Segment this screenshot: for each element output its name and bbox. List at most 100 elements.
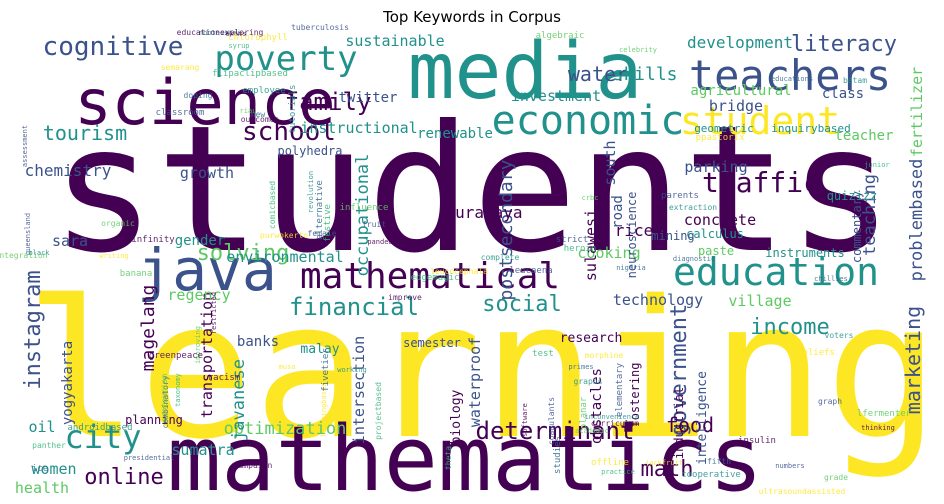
word-quizizz: quizizz: [827, 189, 878, 203]
word-beliefs: beliefs: [797, 348, 835, 358]
word-yogyakarta: yogyakarta: [60, 341, 76, 425]
word-optimization: optimization: [224, 419, 347, 439]
word-technology: technology: [613, 291, 703, 309]
word-sara: sara: [52, 232, 88, 250]
word-student: student: [680, 99, 840, 143]
word-mathematics: mathematics: [167, 407, 763, 504]
word-problembased: problembased: [907, 159, 927, 282]
word-learningbased: learningbased: [320, 383, 328, 438]
word-infinity: infinity: [131, 235, 175, 245]
word-lfermenter: lfermenter: [857, 409, 912, 419]
word-ecotourism: ecotourism: [160, 374, 169, 422]
word-voters: voters: [825, 331, 854, 340]
word-instruments: instruments: [765, 246, 844, 260]
word-working: working: [337, 366, 367, 374]
word-influence: influence: [340, 203, 389, 213]
word-school: school: [242, 117, 336, 147]
word-elementary: elementary: [615, 362, 625, 417]
word-agricultural: agricultural: [690, 83, 791, 99]
word-tuberculosis: tuberculosis: [291, 23, 349, 32]
word-government: government: [667, 304, 692, 436]
word-research: research: [560, 331, 623, 346]
word-gender: gender: [175, 233, 226, 249]
word-surabaya: surabaya: [445, 203, 522, 222]
word-math: math: [641, 457, 694, 482]
word-chillies: chillies: [814, 275, 848, 283]
word-taxonomy: taxonomy: [174, 373, 182, 407]
word-primes: primes: [568, 363, 593, 371]
word-occupational: occupational: [353, 154, 373, 277]
word-montessori: montessori: [199, 29, 241, 37]
word-poverty: poverty: [214, 39, 357, 79]
word-new: new: [251, 110, 266, 119]
word-fostering: fostering: [628, 362, 642, 427]
word-extraction: extraction: [669, 203, 717, 212]
word-nigeria: nigeria: [616, 264, 646, 272]
word-skills: skills: [612, 64, 677, 85]
word-semester: semester: [403, 336, 461, 350]
word-twitter: twitter: [338, 90, 397, 106]
word-parents: parents: [661, 191, 699, 201]
word-village: village: [728, 292, 791, 310]
word-leucocephala: leucocephala: [430, 267, 488, 276]
word-investment: investment: [511, 87, 601, 105]
word-jackfruit: jackfruit: [645, 459, 683, 467]
word-integration: integration: [0, 251, 48, 260]
word-fruit: fruit: [362, 220, 386, 229]
word-sustainable: sustainable: [345, 32, 444, 50]
word-family: family: [285, 88, 372, 116]
word-magelang: magelang: [138, 285, 159, 372]
word-riau: riau: [240, 107, 257, 115]
word-cognitive: cognitive: [43, 32, 184, 62]
word-oil: oil: [28, 418, 55, 436]
word-restricted: restricted: [210, 292, 218, 334]
word-teaching: teaching: [860, 174, 880, 256]
word-sumatra: sumatra: [171, 441, 234, 459]
word-musa: musa: [279, 363, 296, 371]
chart-title: Top Keywords in Corpus: [383, 8, 561, 26]
word-development: development: [687, 33, 793, 52]
word-complete: complete: [481, 253, 520, 262]
word-diagnostic: diagnostic: [673, 255, 715, 263]
word-calculus: calculus: [686, 227, 744, 241]
word-tourism: tourism: [43, 121, 127, 145]
word-employee: employee: [242, 86, 285, 96]
word-studies: studies: [553, 436, 563, 474]
word-ultrasoundassisted: ultrasoundassisted: [759, 487, 846, 496]
word-organic: organic: [101, 219, 135, 228]
word-parking: parking: [684, 158, 747, 176]
word-panther: panther: [32, 441, 66, 450]
word-campaign: campaign: [234, 461, 273, 470]
word-planar: planar: [579, 396, 589, 429]
word-women: women: [31, 460, 76, 478]
word-financial: financial: [289, 293, 419, 321]
word-presidential: presidential: [124, 454, 175, 462]
word-greenpeace: greenpeace: [149, 351, 203, 361]
word-numbers: numbers: [775, 462, 805, 470]
word-food: food: [666, 413, 714, 437]
word-leucaena: leucaena: [509, 266, 552, 276]
word-junior: junior: [864, 161, 889, 169]
word-banks: banks: [237, 334, 279, 350]
word-industrial: industrial: [672, 387, 686, 459]
word-batam: batam: [843, 76, 867, 85]
word-coagulants: coagulants: [547, 397, 556, 445]
word-javanese: javanese: [229, 359, 249, 441]
word-media: media: [408, 27, 643, 117]
word-sulawesi: sulawesi: [582, 209, 600, 281]
word-science: science: [74, 66, 335, 139]
word-inquirybased: inquirybased: [771, 122, 850, 135]
word-bridge: bridge: [709, 97, 763, 115]
word-health: health: [15, 479, 69, 497]
word-exams: exams: [225, 30, 246, 38]
word-celebrity: celebrity: [619, 46, 657, 54]
word-mining: mining: [651, 229, 694, 243]
word-waterproof: waterproof: [466, 337, 484, 427]
word-writing: writing: [99, 252, 129, 260]
word-instructional: instructional: [300, 119, 417, 137]
word-syrup: syrup: [228, 42, 249, 50]
word-software: software: [521, 403, 529, 437]
word-java: java: [137, 236, 277, 304]
word-polyhedra: polyhedra: [277, 144, 342, 158]
word-concrete: concrete: [684, 211, 756, 229]
